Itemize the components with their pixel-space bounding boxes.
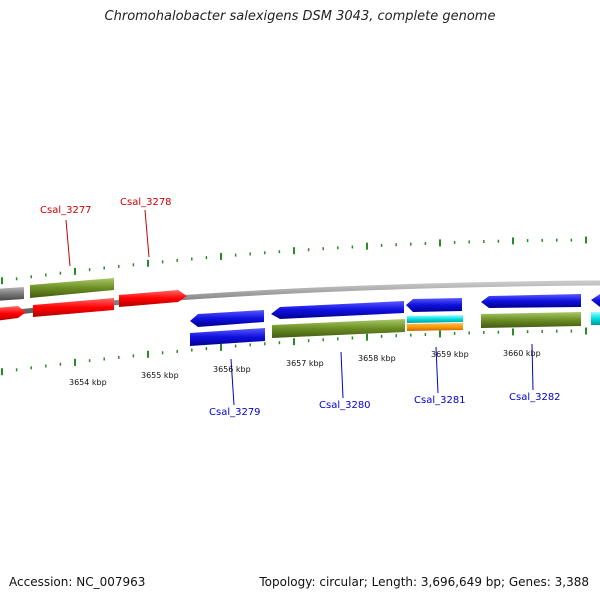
feature-red-csal-3278 bbox=[119, 290, 187, 307]
tick-row-bottom bbox=[1, 327, 587, 376]
gene-label-csal-3279[interactable]: Csal_3279 bbox=[209, 407, 261, 418]
tick-label-3655: 3655 kbp bbox=[141, 371, 179, 380]
feature-blue-right-edge bbox=[591, 294, 600, 307]
tick-label-3654: 3654 kbp bbox=[69, 378, 107, 387]
tick-label-3657: 3657 kbp bbox=[286, 359, 324, 368]
feature-blue-upper-1 bbox=[190, 310, 264, 327]
feature-olive-csal-3277 bbox=[30, 278, 114, 298]
leader-csal-3281 bbox=[435, 346, 439, 394]
map-title: Chromohalobacter salexigens DSM 3043, co… bbox=[104, 9, 496, 24]
gene-label-csal-3280[interactable]: Csal_3280 bbox=[319, 400, 371, 411]
leader-csal-3278 bbox=[144, 209, 150, 258]
tick-row-top bbox=[1, 236, 587, 285]
tick-label-3659: 3659 kbp bbox=[431, 350, 469, 359]
leader-csal-3282 bbox=[531, 343, 534, 391]
leader-csal-3280 bbox=[340, 351, 344, 399]
genome-summary-text: Topology: circular; Length: 3,696,649 bp… bbox=[259, 575, 589, 589]
feature-blue-upper-2 bbox=[271, 301, 404, 319]
leader-csal-3277 bbox=[65, 219, 71, 267]
feature-blue-csal-3279 bbox=[190, 328, 265, 346]
gene-label-csal-3282[interactable]: Csal_3282 bbox=[509, 392, 561, 403]
feature-blue-upper-3 bbox=[406, 298, 462, 312]
gene-label-csal-3281[interactable]: Csal_3281 bbox=[414, 395, 466, 406]
feature-olive-csal-3280 bbox=[272, 319, 405, 338]
feature-orange-csal-3281 bbox=[407, 323, 463, 331]
accession-text: Accession: NC_007963 bbox=[9, 575, 146, 589]
gene-label-csal-3277[interactable]: Csal_3277 bbox=[40, 205, 92, 216]
tick-label-3658: 3658 kbp bbox=[358, 354, 396, 363]
leader-csal-3279 bbox=[230, 358, 235, 406]
tick-label-3660: 3660 kbp bbox=[503, 349, 541, 358]
tick-label-3656: 3656 kbp bbox=[213, 365, 251, 374]
feature-gray-top bbox=[0, 287, 24, 301]
feature-cyan-right-edge bbox=[591, 312, 600, 325]
feature-red-bottom-left bbox=[0, 306, 26, 321]
feature-blue-upper-4 bbox=[481, 294, 581, 308]
feature-cyan-csal-3281 bbox=[407, 315, 463, 323]
feature-red-csal-3277 bbox=[33, 298, 114, 317]
gene-label-csal-3278[interactable]: Csal_3278 bbox=[120, 197, 172, 208]
feature-olive-csal-3282 bbox=[481, 312, 581, 328]
